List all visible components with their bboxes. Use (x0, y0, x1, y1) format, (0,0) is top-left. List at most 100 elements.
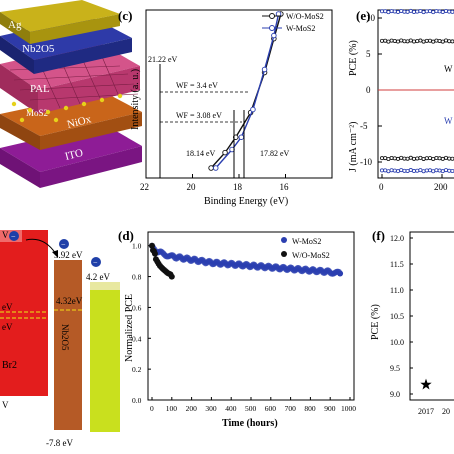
svg-text:−: − (11, 232, 16, 241)
series-e-point (437, 168, 442, 173)
layer-label-pal: PAL (30, 83, 50, 95)
legend-c: W/O-MoS2 W-MoS2 (262, 12, 324, 33)
x-axis-label-c: Binding Energy (eV) (204, 196, 288, 207)
y-tick-label-f: 10.5 (390, 312, 404, 321)
level-4-32: 4.32eV (56, 296, 83, 306)
series-e-point (424, 38, 429, 43)
series-e-point (431, 39, 436, 44)
wf1-label: WF = 3.4 eV (176, 81, 218, 90)
series-e-point (415, 168, 420, 173)
layer-label-ito: ITO (64, 147, 85, 163)
series-e-point (431, 10, 436, 15)
layer-niox (0, 92, 142, 136)
series-e-point (408, 155, 413, 160)
x-tick-label-c: 22 (140, 182, 149, 192)
x-tick-label-d: 100 (166, 404, 178, 413)
series-e-point (447, 9, 452, 14)
energy-diagram: − − − V 3.92 eV 4.32eV 4.2 eV eV eV Br2 … (0, 230, 120, 448)
series-e-point (447, 168, 452, 173)
legend-d-item-2: W/O-MoS2 (292, 251, 330, 260)
series-e-point (405, 168, 410, 173)
series-e-point (395, 156, 400, 161)
series-e-point (437, 156, 442, 161)
series-e (379, 8, 454, 174)
series-c-line-1 (215, 13, 280, 169)
y-tick-label-d: 0.6 (132, 303, 142, 312)
x-tick-label-d: 400 (225, 404, 237, 413)
x-tick-label-c: 18 (233, 182, 243, 192)
series-e-point (402, 156, 407, 161)
series-c-point (271, 32, 277, 39)
series-e-point (389, 38, 394, 43)
perovskite-band (0, 230, 48, 396)
x-tick-label-f: 20 (442, 407, 450, 416)
nb2o5-vertical-label: Nb2O5 (60, 324, 70, 351)
series-e-point (440, 169, 445, 174)
y-tick-label-e: 5 (366, 49, 371, 59)
x-tick-label-d: 800 (304, 404, 316, 413)
cutoff-label: 21.22 eV (148, 55, 178, 64)
series-e-point (386, 169, 391, 174)
series-e-point (389, 168, 394, 173)
series-e-point (405, 39, 410, 44)
panel-label-c: (c) (118, 8, 132, 23)
series-c-line-0 (210, 13, 282, 169)
layer-label-niox: NiOx (66, 113, 93, 131)
y-tick-label-d: 0.2 (132, 365, 142, 374)
series-e-point (434, 155, 439, 160)
y-tick-label-f: 12.0 (390, 234, 404, 243)
series-e-point (443, 168, 448, 173)
y-tick-label-e: -10 (360, 157, 372, 167)
series-e-point (418, 168, 423, 173)
series-e-point (443, 155, 448, 160)
series-c-point (238, 134, 245, 140)
x-tick-label-c: 20 (187, 182, 197, 192)
onset1-label: 18.14 eV (186, 149, 216, 158)
series-e-point (424, 168, 429, 173)
series-e-point (434, 38, 439, 43)
energy-partial-5: V (2, 400, 9, 410)
series-e-point (437, 9, 442, 14)
x-ticks-c: 22 20 18 16 (140, 174, 289, 192)
panel-label-f: (f) (372, 228, 385, 243)
series-e-point (379, 156, 384, 161)
series-e-point (447, 39, 452, 44)
series-e-point (415, 9, 420, 14)
series-e-point (399, 38, 404, 43)
x-tick-label-d: 1000 (341, 404, 356, 413)
series-e-point (395, 169, 400, 174)
series-e-point (383, 156, 388, 161)
panel-c: (c) Intensity (a. u.) Binding Energy (eV… (118, 8, 333, 207)
series-e-point (427, 38, 432, 43)
energy-partial-1: V (2, 230, 9, 240)
series-e-point (383, 9, 388, 14)
wf2-label: WF = 3.08 eV (176, 111, 222, 120)
series-e-point (386, 39, 391, 44)
series-c-point (261, 66, 268, 73)
legend-c-item-2: W-MoS2 (286, 24, 315, 33)
energy-partial-2: eV (2, 302, 13, 312)
y-tick-label-d: 0.0 (132, 396, 142, 405)
nb2o5-band (54, 260, 82, 430)
y-tick-label-e: 10 (366, 13, 376, 23)
series-e-point (427, 156, 432, 161)
panel-label-e: (e) (356, 8, 370, 23)
y-tick-label-f: 9.5 (390, 364, 400, 373)
series-e-point (408, 8, 413, 13)
series-d (149, 242, 344, 280)
series-e-point (415, 156, 420, 161)
series-e-point (402, 39, 407, 44)
axes-frame-c (145, 9, 333, 179)
series-e-point (392, 168, 397, 173)
legend-c-item-1: W/O-MoS2 (286, 12, 324, 21)
series-e-point (415, 39, 420, 44)
series-e-point (418, 38, 423, 43)
series-e-point (392, 156, 397, 161)
clipped-label-e-2: W (444, 116, 453, 126)
energy-partial-4: Br2 (2, 360, 17, 371)
energy-partial-3: eV (2, 322, 13, 332)
level-3-92: 3.92 eV (54, 250, 83, 260)
series-e-point (443, 8, 448, 13)
panel-f: (f) PCE (%) 9.0 9.5 10.0 10.5 11.0 11.5 12.0 20… (370, 228, 454, 416)
